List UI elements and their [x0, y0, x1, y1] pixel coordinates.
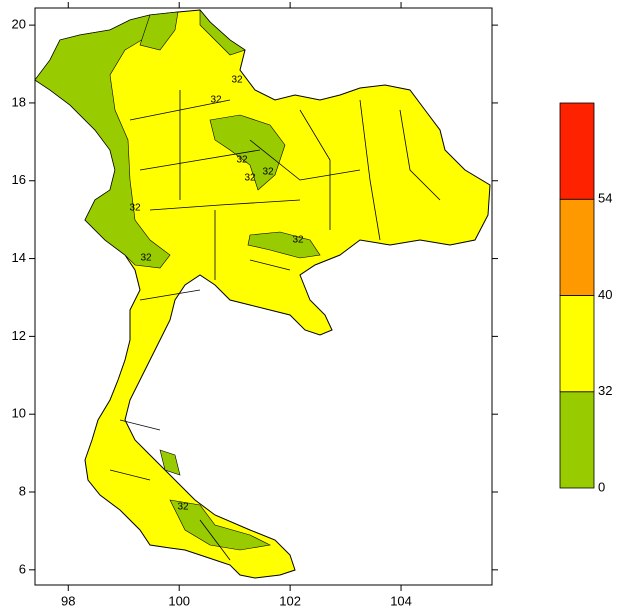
y-tick-label: 18	[12, 94, 26, 109]
colorbar-segment	[559, 295, 595, 393]
contour-label: 32	[177, 502, 189, 513]
colorbar-segment	[559, 102, 595, 200]
colorbar-segment	[559, 391, 595, 489]
x-tick-label: 104	[390, 593, 412, 608]
contour-label: 32	[292, 235, 304, 246]
x-tick-label: 100	[168, 593, 190, 608]
contour-label: 32	[262, 167, 274, 178]
y-tick-label: 6	[19, 561, 26, 576]
low-zone	[139, 9, 321, 551]
y-tick-label: 14	[12, 250, 26, 265]
colorbar-segment	[559, 198, 595, 296]
colorbar-label: 32	[598, 383, 612, 398]
y-tick-label: 20	[12, 17, 26, 32]
contour-label: 32	[210, 95, 222, 106]
low-zone	[34, 14, 171, 269]
y-tick-label: 8	[19, 483, 26, 498]
contour-label: 32	[231, 75, 243, 86]
x-tick-label: 102	[279, 593, 301, 608]
colorbar-label: 40	[598, 287, 612, 302]
colorbar-label: 0	[598, 479, 605, 494]
y-tick-label: 10	[12, 406, 26, 421]
country-map	[34, 9, 491, 579]
y-tick-label: 12	[12, 328, 26, 343]
contour-label: 32	[244, 173, 256, 184]
y-tick-label: 16	[12, 172, 26, 187]
contour-label: 32	[129, 203, 141, 214]
colorbar-label: 54	[598, 191, 612, 206]
x-tick-label: 98	[61, 593, 75, 608]
contour-label: 32	[140, 253, 152, 264]
contour-label: 32	[236, 155, 248, 166]
province-border	[109, 90, 441, 561]
